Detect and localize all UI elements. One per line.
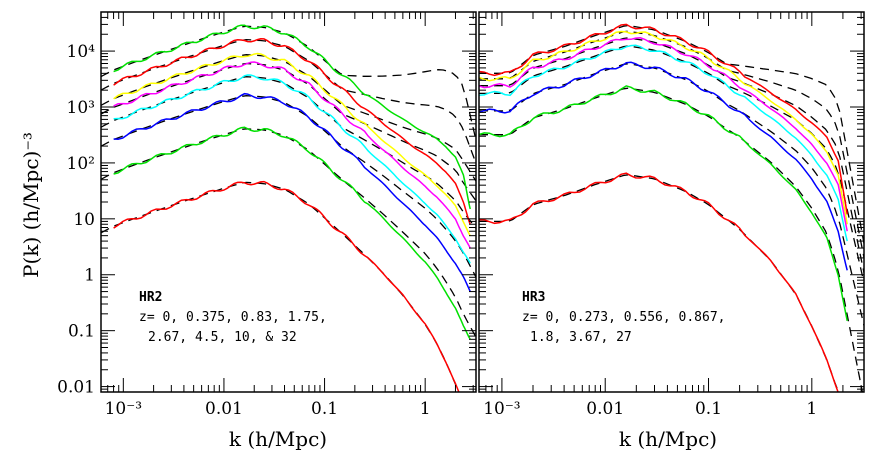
theory-curve-5 — [101, 76, 476, 229]
series-line-4 — [479, 44, 848, 242]
series-line-2 — [479, 30, 848, 225]
series-line-3 — [479, 37, 848, 232]
x-tick-label: 0.1 — [311, 399, 338, 419]
series-line-8 — [113, 180, 460, 392]
series-line-1 — [479, 23, 848, 215]
series-line-3 — [113, 52, 471, 237]
series-line-4 — [113, 61, 471, 249]
x-tick-label: 1 — [420, 399, 431, 419]
annotation-line1-left: z= 0, 0.375, 0.83, 1.75, — [139, 310, 327, 325]
series-line-5 — [113, 74, 471, 264]
series-line-2 — [113, 38, 471, 225]
y-tick-label: 10² — [67, 154, 95, 174]
annotation-line2-left: 2.67, 4.5, 10, & 32 — [148, 330, 297, 345]
y-tick-label: 0.01 — [57, 378, 95, 398]
y-tick-label: 10⁴ — [67, 42, 96, 62]
y-tick-label: 0.1 — [68, 322, 95, 342]
x-tick-label: 0.01 — [205, 399, 243, 419]
theory-curve-3 — [101, 54, 476, 182]
theory-curve-5 — [479, 63, 864, 326]
theory-curve-1 — [479, 24, 864, 244]
series-line-6 — [479, 85, 848, 321]
y-tick-label: 10 — [73, 210, 95, 230]
annotation-title-left: HR2 — [139, 290, 162, 305]
x-tick-label: 0.01 — [586, 399, 624, 419]
panel-left: 10⁻³ 0.01 0.1 1 0.01 0.1 1 10 10² 10³ 10⁴ — [57, 11, 477, 419]
x-axis-title-left: k (h/Mpc) — [229, 427, 327, 451]
y-axis-title: P(k) (h/Mpc)⁻³ — [19, 132, 43, 278]
annotation-line2-right: 1.8, 3.67, 27 — [530, 330, 632, 345]
y-tick-label: 1 — [84, 266, 95, 286]
x-tick-label: 10⁻³ — [105, 399, 142, 419]
plot-area — [101, 24, 476, 392]
x-ticks — [478, 12, 862, 392]
annotation-line1-right: z= 0, 0.273, 0.556, 0.867, — [522, 310, 726, 325]
theory-curve-4 — [479, 45, 864, 283]
series-line-7 — [479, 172, 839, 392]
theory-curve-6 — [101, 95, 476, 278]
panel-right: 10⁻³ 0.01 0.1 1 — [478, 11, 865, 419]
x-tick-label: 0.1 — [695, 399, 722, 419]
theory-curve-2 — [101, 38, 476, 164]
theory-curve-8 — [101, 181, 460, 392]
theory-curve-3 — [479, 37, 864, 273]
x-tick-label: 1 — [806, 399, 817, 419]
annotation-title-right: HR3 — [522, 290, 545, 305]
theory-curve-2 — [479, 30, 864, 258]
series-line-5 — [479, 61, 848, 271]
theory-curve-6 — [479, 87, 864, 392]
y-ticks — [479, 11, 864, 393]
theory-curve-7 — [101, 128, 476, 338]
series-line-1 — [113, 24, 471, 210]
series-line-6 — [113, 92, 471, 292]
y-ticks — [101, 11, 476, 393]
x-axis-title-right: k (h/Mpc) — [619, 427, 717, 451]
series-line-7 — [113, 126, 471, 340]
plot-area — [479, 23, 864, 392]
x-tick-label: 10⁻³ — [483, 399, 520, 419]
y-tick-label: 10³ — [67, 98, 95, 118]
